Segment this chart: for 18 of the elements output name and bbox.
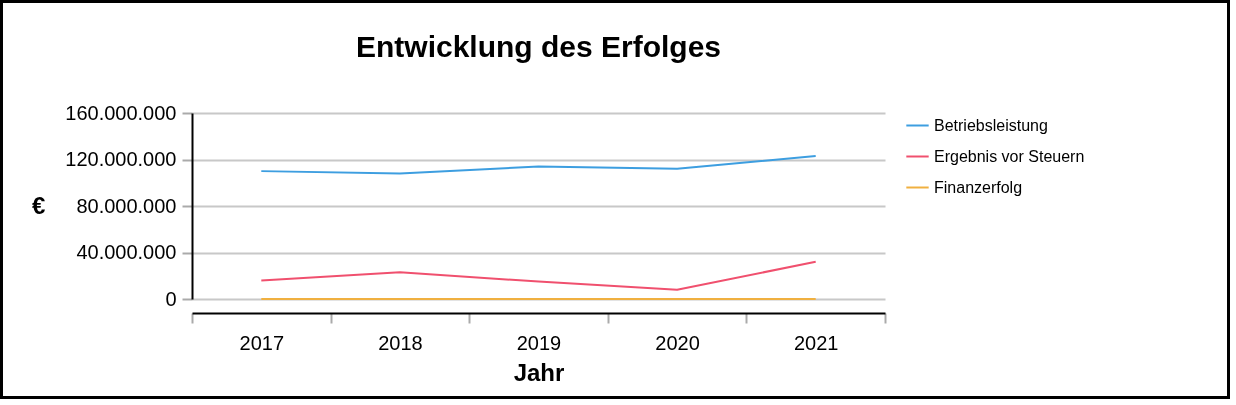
y-tick-label: 0 <box>165 287 177 310</box>
line-series <box>260 155 817 175</box>
line-series <box>260 260 817 291</box>
y-tick-label: 120.000.000 <box>65 148 177 170</box>
y-tick-label: 80.000.000 <box>76 194 177 217</box>
x-tick-label: 2018 <box>378 331 423 354</box>
legend-label: Betriebsleistung <box>934 116 1048 134</box>
y-axis-title: € <box>31 191 46 219</box>
y-tick-label: 40.000.000 <box>76 241 177 263</box>
legend-label: Finanzerfolg <box>934 178 1023 196</box>
x-tick-label: 2021 <box>793 331 839 354</box>
y-tick-label: 160.000.000 <box>65 101 177 124</box>
legend-label: Ergebnis vor Steuern <box>934 147 1085 165</box>
x-axis-title: Jahr <box>513 358 565 386</box>
x-tick-label: 2017 <box>239 331 285 354</box>
x-tick-label: 2019 <box>516 331 562 354</box>
x-tick-label: 2020 <box>655 331 700 354</box>
chart-title: Entwicklung des Erfolges <box>355 30 722 63</box>
